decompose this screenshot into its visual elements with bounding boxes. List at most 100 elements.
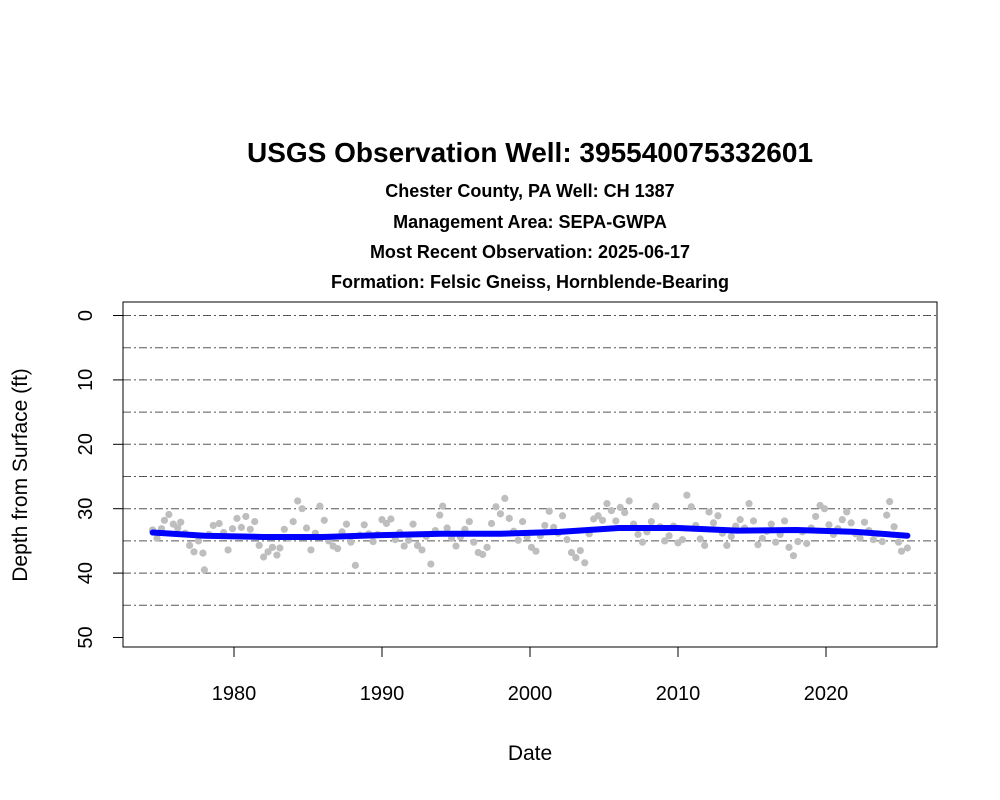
x-tick-label: 1990 xyxy=(360,683,405,705)
observation-point xyxy=(820,505,829,513)
observation-point xyxy=(616,503,624,512)
observation-point xyxy=(683,491,691,499)
observation-point xyxy=(233,514,241,522)
observation-point xyxy=(439,502,447,510)
observation-point xyxy=(351,561,359,569)
observation-point xyxy=(479,550,487,559)
observation-point xyxy=(869,536,877,544)
observation-point xyxy=(780,517,789,525)
observation-point xyxy=(758,534,766,542)
observation-point xyxy=(246,525,254,533)
observation-point xyxy=(714,512,722,520)
observation-point xyxy=(897,547,906,555)
plot-frame xyxy=(122,301,938,648)
observation-point xyxy=(501,494,509,502)
observation-point xyxy=(255,541,263,550)
observation-point xyxy=(789,552,798,560)
y-axis: 0 10 20 30 40 50 xyxy=(75,310,124,649)
chart-title: USGS Observation Well: 395540075332601 xyxy=(247,137,813,168)
observation-point xyxy=(860,518,869,526)
observation-point xyxy=(276,544,284,552)
observation-point xyxy=(427,560,435,568)
observation-point xyxy=(496,510,504,518)
observation-point xyxy=(360,521,368,529)
y-axis-label: Depth from Surface (ft) xyxy=(9,368,32,582)
observation-point xyxy=(894,538,903,546)
observation-point xyxy=(382,519,391,528)
chart-subtitle-management-area: Management Area: SEPA-GWPA xyxy=(393,212,667,232)
observation-point xyxy=(563,536,571,544)
observation-point xyxy=(625,497,633,505)
observation-point xyxy=(400,542,408,550)
observation-point xyxy=(638,538,647,546)
observation-point xyxy=(652,502,660,510)
observation-point xyxy=(612,517,620,525)
observation-point xyxy=(280,525,288,533)
observation-point xyxy=(709,519,718,527)
observation-point xyxy=(237,523,245,531)
observation-point xyxy=(803,539,811,548)
observation-point xyxy=(883,511,891,519)
observation-point xyxy=(661,537,669,545)
observation-point xyxy=(634,530,642,539)
grid-lines xyxy=(123,315,937,606)
trend-line xyxy=(149,525,911,540)
observation-point xyxy=(302,524,311,532)
observation-point xyxy=(264,548,272,556)
observation-point xyxy=(465,517,473,526)
observation-point xyxy=(598,516,607,524)
observation-point xyxy=(621,508,629,517)
observation-point xyxy=(260,553,268,561)
observation-point xyxy=(856,534,864,542)
observation-point xyxy=(215,519,223,528)
observation-point xyxy=(886,498,894,506)
x-tick-label: 2010 xyxy=(656,683,701,705)
observation-point xyxy=(727,532,735,540)
observation-point xyxy=(749,517,758,525)
observation-point xyxy=(519,517,527,526)
y-tick-label: 0 xyxy=(75,310,97,321)
observation-point xyxy=(514,536,522,544)
observation-point xyxy=(405,536,413,544)
observation-point xyxy=(772,538,780,546)
observation-point xyxy=(890,523,898,531)
observation-point xyxy=(647,517,655,526)
observation-point xyxy=(487,519,496,528)
observation-point xyxy=(838,516,846,524)
observation-point xyxy=(316,502,324,510)
observation-point xyxy=(903,544,912,552)
observation-point xyxy=(273,551,281,559)
observation-point xyxy=(576,546,584,555)
observation-point xyxy=(409,520,417,528)
observation-point xyxy=(545,507,553,515)
observation-point xyxy=(443,524,451,532)
observation-point xyxy=(812,512,820,521)
chart-subtitle-recent-observation: Most Recent Observation: 2025-06-17 xyxy=(370,242,690,262)
observation-point xyxy=(251,517,259,526)
observation-point xyxy=(190,548,198,556)
observation-point xyxy=(825,521,833,529)
trend-line-group xyxy=(149,525,911,540)
observation-point xyxy=(594,512,602,520)
observation-point xyxy=(687,503,695,511)
observation-point xyxy=(532,547,540,555)
observation-point xyxy=(268,543,277,551)
observation-point xyxy=(160,516,169,524)
observation-point xyxy=(843,508,851,516)
observation-point xyxy=(723,541,731,550)
observation-point xyxy=(436,511,444,519)
observation-point xyxy=(209,521,217,530)
observation-point xyxy=(413,541,422,550)
observation-point xyxy=(745,499,753,508)
observation-point xyxy=(558,512,567,520)
observation-point xyxy=(505,514,513,522)
y-tick-label: 50 xyxy=(75,626,97,648)
observation-point xyxy=(492,503,500,511)
observation-point xyxy=(177,518,185,526)
observation-point xyxy=(369,537,377,546)
x-axis-label: Date xyxy=(508,742,552,765)
observation-point xyxy=(194,537,203,545)
x-axis: 1980 1990 2000 2010 2020 xyxy=(212,646,848,705)
chart-subtitle-formation: Formation: Felsic Gneiss, Hornblende-Bea… xyxy=(331,272,729,292)
observation-point xyxy=(567,548,576,557)
